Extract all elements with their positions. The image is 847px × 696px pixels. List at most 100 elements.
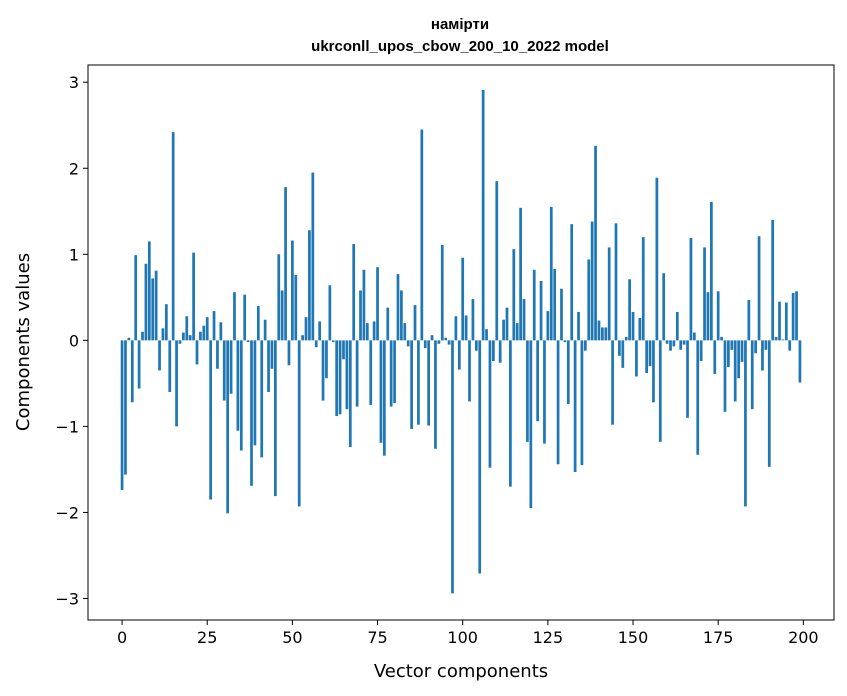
x-tick-label: 150 (618, 628, 649, 647)
bar (410, 340, 413, 429)
bar (447, 340, 451, 345)
bar (621, 340, 625, 368)
bar (134, 255, 138, 341)
bar (168, 340, 172, 392)
bar (587, 259, 591, 341)
bar (420, 129, 424, 341)
bar (437, 340, 441, 344)
bar (560, 288, 563, 341)
bar (672, 340, 676, 347)
y-tick-label: 2 (69, 159, 79, 178)
bar (767, 340, 771, 467)
bar (359, 290, 362, 341)
bar (645, 340, 649, 374)
bar (692, 332, 696, 341)
bar (147, 241, 151, 341)
bar (474, 340, 478, 351)
bar (536, 340, 540, 422)
bar (597, 320, 601, 341)
bar (444, 337, 448, 341)
y-tick-label: −1 (55, 417, 79, 436)
bar (185, 316, 189, 341)
bar (655, 177, 659, 341)
bar (406, 340, 410, 347)
bar (594, 145, 597, 341)
bar (638, 317, 642, 341)
x-axis-ticks: 0 25 50 75 100 125 150 175 200 (117, 620, 819, 647)
bar (417, 340, 420, 425)
bar (710, 201, 713, 341)
bar (318, 321, 321, 341)
bar (382, 340, 386, 456)
bar (222, 340, 226, 401)
bar (389, 340, 393, 407)
bar (682, 340, 686, 345)
bar (543, 340, 546, 444)
bar (468, 340, 471, 402)
bar (164, 304, 168, 341)
bar (778, 301, 781, 341)
bar (675, 311, 679, 341)
bar (192, 252, 195, 341)
bar (556, 340, 560, 465)
chart-title: намірти (431, 16, 489, 33)
bar (509, 340, 512, 487)
bar (461, 257, 465, 341)
bar (713, 340, 717, 374)
bar (662, 273, 666, 341)
x-tick-label: 75 (367, 628, 387, 647)
bar (393, 340, 396, 404)
bar (604, 327, 608, 341)
bar (202, 325, 206, 341)
bar (788, 340, 792, 351)
bar (355, 340, 359, 407)
bar (471, 299, 475, 341)
bar (454, 316, 458, 341)
bar (403, 323, 407, 341)
bar (570, 224, 574, 341)
bar (607, 247, 611, 341)
bar (522, 299, 526, 341)
bar (348, 340, 352, 448)
bar (526, 340, 529, 442)
bar (781, 339, 785, 341)
bar (723, 340, 727, 412)
bar (209, 340, 212, 500)
bar (161, 328, 165, 341)
bar (515, 323, 519, 341)
bar (328, 285, 332, 341)
bar (502, 319, 505, 341)
bar (689, 237, 693, 341)
bar (297, 340, 301, 507)
bar (270, 340, 274, 369)
bar (658, 340, 662, 442)
bar (243, 294, 247, 341)
y-tick-label: 1 (69, 245, 79, 264)
bar (539, 280, 543, 341)
bar (791, 293, 795, 341)
bar (696, 340, 700, 455)
bar (774, 336, 778, 341)
bar (761, 340, 764, 371)
bar (199, 331, 202, 341)
bar (321, 340, 325, 401)
bar (648, 340, 652, 367)
bar (553, 268, 557, 341)
bar (481, 89, 485, 341)
bar (178, 340, 182, 344)
y-tick-label: 3 (69, 73, 79, 92)
bar (423, 340, 427, 349)
bar (669, 340, 672, 351)
bar (478, 340, 482, 574)
bar (226, 340, 230, 514)
bar (590, 221, 594, 341)
bar (376, 267, 379, 341)
bar (549, 206, 553, 341)
y-tick-label: 0 (69, 331, 79, 350)
bar (601, 327, 604, 341)
bar (430, 335, 434, 341)
bar (287, 340, 291, 366)
bar (492, 340, 495, 361)
bar (580, 340, 584, 466)
